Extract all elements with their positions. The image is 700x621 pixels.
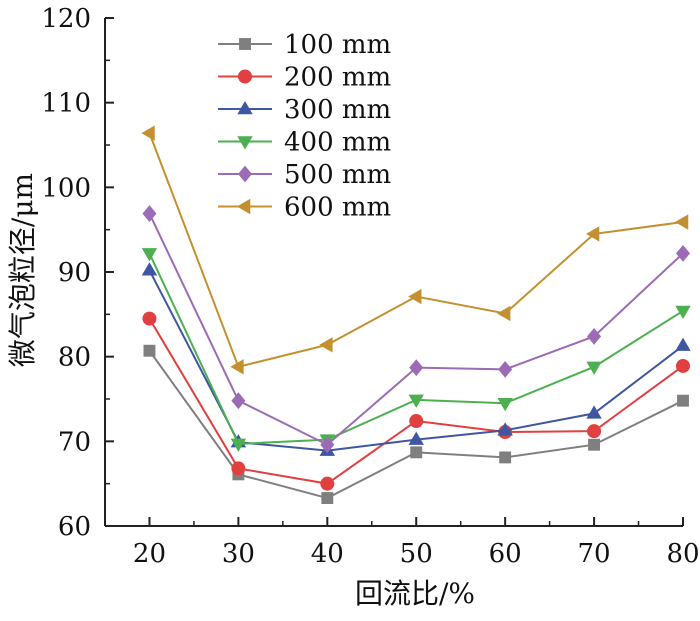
legend-marker — [236, 198, 251, 215]
legend-label: 100 mm — [284, 30, 391, 60]
y-axis-title: 微气泡粒径/μm — [6, 173, 39, 367]
legend-marker — [238, 69, 252, 84]
data-point — [497, 305, 511, 322]
data-point — [587, 424, 602, 439]
data-point — [588, 438, 601, 451]
legend-item: 500 mm — [218, 160, 391, 190]
legend-label: 200 mm — [284, 63, 391, 93]
data-point — [499, 451, 512, 464]
data-point — [586, 405, 602, 419]
data-point — [143, 344, 156, 357]
y-tick-label: 100 — [41, 173, 91, 203]
y-tick-label: 80 — [58, 343, 91, 373]
legend-marker — [239, 38, 251, 50]
x-axis-title: 回流比/% — [355, 577, 475, 610]
legend-item: 200 mm — [218, 63, 391, 93]
data-point — [321, 492, 334, 505]
data-point — [320, 476, 335, 491]
series-600-mm — [141, 125, 689, 375]
legend-marker — [238, 165, 252, 183]
data-point — [141, 248, 158, 262]
y-tick-label: 60 — [58, 512, 91, 542]
legend-item: 300 mm — [218, 95, 391, 125]
legend-marker — [237, 100, 253, 115]
data-point — [498, 360, 513, 378]
x-tick-label: 20 — [133, 539, 166, 569]
legend-marker — [237, 136, 253, 150]
data-point — [409, 359, 424, 377]
data-point — [141, 125, 155, 141]
data-point — [586, 361, 602, 375]
legend-label: 300 mm — [284, 95, 391, 125]
x-tick-label: 50 — [400, 539, 433, 569]
data-point — [408, 431, 424, 445]
series-layer — [141, 125, 691, 505]
series-500-mm — [142, 205, 690, 454]
data-point — [142, 205, 157, 222]
data-point — [677, 394, 689, 407]
series-line — [148, 132, 684, 369]
legend-label: 600 mm — [284, 193, 391, 223]
data-point — [230, 438, 247, 452]
x-tick-label: 70 — [578, 539, 611, 569]
data-point — [674, 214, 689, 230]
data-point — [676, 358, 690, 373]
x-tick-label: 40 — [311, 539, 344, 569]
data-point — [230, 359, 244, 375]
data-point — [408, 394, 424, 408]
legend-item: 600 mm — [218, 193, 391, 223]
x-tick-label: 30 — [222, 539, 255, 569]
series-line — [148, 213, 684, 446]
data-point — [231, 392, 246, 410]
data-point — [319, 337, 333, 353]
legend-item: 400 mm — [218, 128, 391, 158]
data-point — [497, 397, 513, 412]
data-point — [586, 226, 600, 242]
x-tick-label: 60 — [489, 539, 522, 569]
y-tick-label: 90 — [58, 258, 91, 288]
y-tick-label: 70 — [58, 427, 91, 457]
y-tick-label: 120 — [41, 4, 91, 34]
y-tick-label: 110 — [41, 89, 91, 119]
data-point — [409, 414, 424, 429]
data-point — [675, 305, 691, 319]
data-point — [142, 311, 157, 326]
data-point — [320, 436, 335, 454]
data-point — [410, 446, 423, 459]
data-point — [676, 244, 690, 262]
data-point — [497, 422, 513, 436]
data-point — [408, 288, 422, 305]
legend-item: 100 mm — [218, 30, 391, 60]
data-point — [587, 327, 602, 345]
data-point — [231, 461, 246, 476]
legend-label: 400 mm — [284, 128, 391, 158]
x-tick-label: 80 — [666, 539, 699, 569]
data-point — [141, 262, 158, 276]
legend-label: 500 mm — [284, 160, 391, 190]
axes: 20 30 40 50 60 70 80 60 70 80 90 100 110 120 — [41, 4, 699, 569]
data-point — [675, 337, 691, 351]
